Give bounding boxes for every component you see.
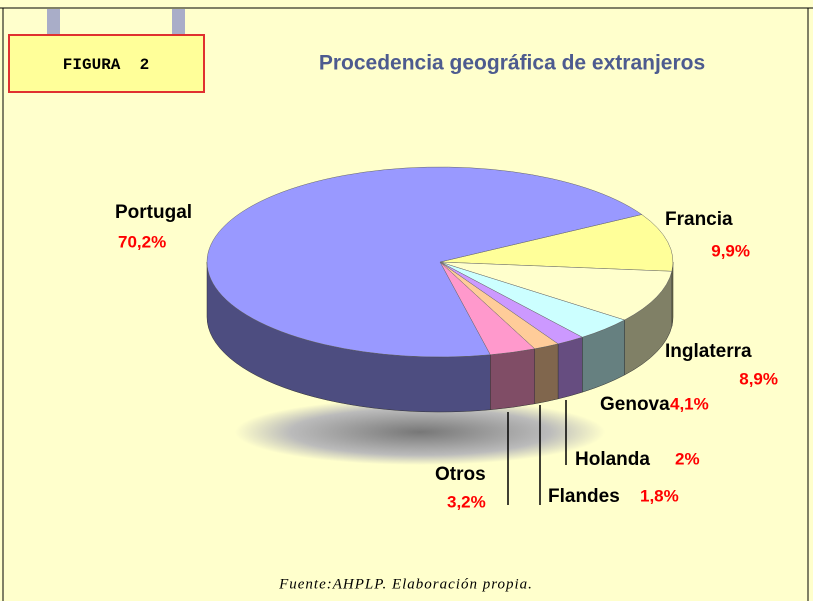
pie-slice xyxy=(439,214,674,272)
slice-label: Portugal xyxy=(115,202,192,223)
slice-label: Holanda xyxy=(575,449,650,470)
slice-label: Otros xyxy=(435,464,486,485)
slice-value: 8,9% xyxy=(739,369,778,388)
pie-wall xyxy=(534,343,559,405)
pie-slice xyxy=(439,261,673,321)
slice-label: Genova xyxy=(600,394,670,415)
badge-text: FIGURA 2 xyxy=(63,56,149,74)
badge-tab xyxy=(172,9,185,36)
chart-title: Procedencia geográfica de extranjeros xyxy=(319,52,705,75)
shadow xyxy=(235,399,605,465)
slice-value: 4,1% xyxy=(670,394,709,413)
slice-value: 2% xyxy=(675,449,700,468)
pie-wall xyxy=(490,348,535,411)
pie-slice xyxy=(206,166,643,358)
slice-value: 70,2% xyxy=(118,232,166,251)
leaders xyxy=(507,400,567,505)
pie xyxy=(206,166,674,413)
slice-label: Francia xyxy=(665,209,733,230)
slice-value: 9,9% xyxy=(711,241,750,260)
pie-wall xyxy=(557,336,583,400)
slice-value: 3,2% xyxy=(447,492,486,511)
slice-label: Flandes xyxy=(548,486,620,507)
slice-value: 1,8% xyxy=(640,486,679,505)
source-note: Fuente:AHPLP. Elaboración propia. xyxy=(278,576,533,592)
badge xyxy=(8,34,205,93)
slice-label: Inglaterra xyxy=(665,341,752,362)
badge-tab xyxy=(47,9,60,36)
